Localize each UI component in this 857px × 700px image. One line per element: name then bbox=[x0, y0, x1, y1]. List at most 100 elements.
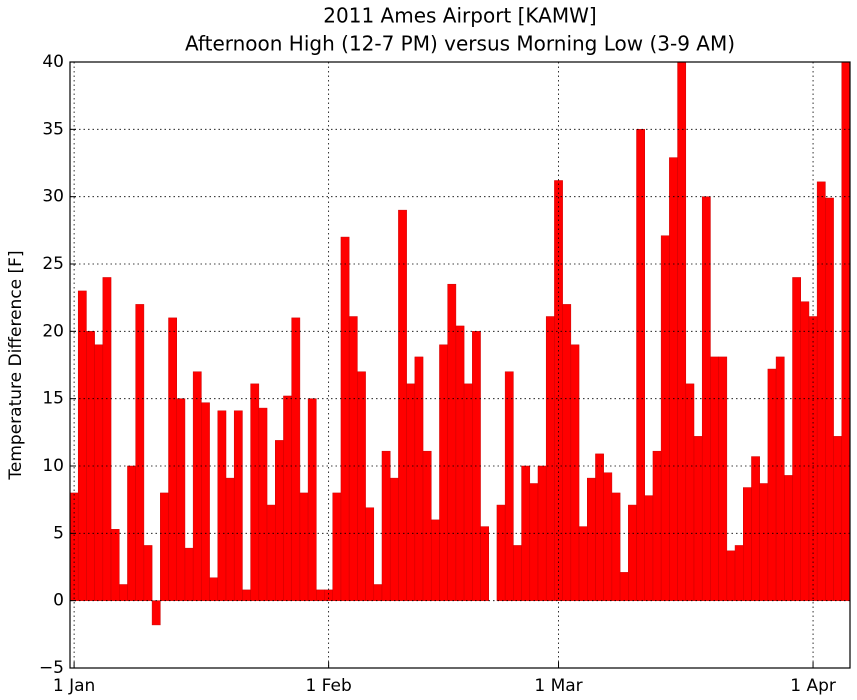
bar bbox=[176, 398, 186, 601]
bar bbox=[743, 487, 752, 601]
bar bbox=[357, 371, 366, 601]
y-tick-label: 40 bbox=[42, 52, 64, 72]
y-tick-label: 10 bbox=[42, 456, 64, 476]
bar bbox=[94, 344, 104, 601]
bar bbox=[784, 475, 793, 601]
bar bbox=[669, 157, 678, 601]
bar bbox=[275, 440, 284, 601]
bar bbox=[759, 483, 769, 601]
bar bbox=[381, 450, 391, 601]
bar bbox=[734, 545, 744, 601]
bar bbox=[422, 450, 432, 601]
bar bbox=[825, 197, 834, 601]
bar bbox=[693, 436, 703, 601]
bar bbox=[233, 410, 243, 601]
bar bbox=[250, 383, 260, 601]
bar bbox=[529, 483, 539, 601]
chart-title: 2011 Ames Airport [KAMW] bbox=[323, 4, 596, 28]
bar bbox=[307, 398, 317, 601]
bar bbox=[431, 519, 440, 601]
bar bbox=[439, 344, 448, 601]
bar bbox=[119, 584, 128, 601]
bar bbox=[414, 356, 424, 601]
y-tick-label: 20 bbox=[42, 321, 64, 341]
y-tick-label: −5 bbox=[39, 658, 64, 678]
bar bbox=[283, 395, 292, 601]
bar bbox=[619, 572, 629, 601]
bar bbox=[110, 529, 120, 601]
bar bbox=[340, 236, 350, 601]
bar bbox=[258, 407, 268, 601]
bar bbox=[644, 495, 654, 601]
x-tick-label: 1 Mar bbox=[534, 676, 582, 696]
bar bbox=[225, 477, 235, 601]
bar bbox=[266, 504, 276, 601]
bar bbox=[775, 356, 785, 601]
bar bbox=[792, 277, 801, 601]
bar bbox=[816, 181, 826, 601]
bar bbox=[398, 209, 407, 601]
y-tick-label: 30 bbox=[42, 187, 64, 207]
bar bbox=[480, 526, 489, 601]
bar bbox=[365, 507, 375, 601]
bar bbox=[389, 477, 399, 601]
bar bbox=[209, 577, 219, 601]
bar bbox=[192, 371, 202, 601]
bar bbox=[168, 317, 177, 601]
y-tick-label: 25 bbox=[42, 254, 64, 274]
bar bbox=[660, 235, 670, 601]
bar bbox=[636, 129, 645, 601]
x-tick-label: 1 Feb bbox=[305, 676, 351, 696]
bar bbox=[160, 492, 169, 601]
bar bbox=[135, 304, 145, 601]
bar bbox=[751, 456, 760, 601]
bar bbox=[316, 589, 325, 601]
bar bbox=[578, 526, 588, 601]
bar bbox=[603, 472, 613, 601]
bar bbox=[496, 504, 506, 601]
chart-subtitle: Afternoon High (12-7 PM) versus Morning … bbox=[185, 32, 735, 56]
bar bbox=[570, 344, 580, 601]
bar bbox=[463, 383, 473, 601]
y-tick-label: 5 bbox=[53, 523, 64, 543]
bar bbox=[611, 492, 621, 601]
bar bbox=[299, 492, 309, 601]
bar bbox=[324, 589, 333, 601]
y-tick-label: 35 bbox=[42, 119, 64, 139]
bar bbox=[77, 290, 87, 601]
bar bbox=[710, 356, 719, 601]
bar bbox=[406, 383, 416, 601]
x-tick-label: 1 Apr bbox=[790, 676, 836, 696]
bar bbox=[332, 492, 342, 601]
bar bbox=[545, 316, 555, 601]
bar bbox=[833, 436, 843, 601]
bar bbox=[184, 547, 194, 601]
bar bbox=[652, 450, 662, 601]
bar bbox=[595, 453, 604, 601]
y-axis-label: Temperature Difference [F] bbox=[6, 250, 26, 480]
bar bbox=[562, 304, 572, 601]
bar bbox=[102, 277, 112, 601]
bar bbox=[242, 589, 251, 601]
bar bbox=[800, 301, 810, 601]
bar bbox=[151, 600, 161, 626]
bar bbox=[628, 504, 637, 601]
bar bbox=[685, 383, 695, 601]
bar bbox=[348, 316, 358, 601]
bar bbox=[143, 545, 153, 601]
bar bbox=[513, 545, 522, 601]
bar bbox=[767, 368, 777, 601]
bar bbox=[217, 410, 227, 601]
bar bbox=[201, 402, 210, 601]
bar bbox=[373, 584, 383, 601]
plot-frame bbox=[69, 61, 851, 669]
bar bbox=[587, 477, 596, 601]
bar bbox=[455, 325, 465, 601]
bar bbox=[726, 550, 736, 601]
bar bbox=[291, 317, 301, 601]
x-tick-label: 1 Jan bbox=[53, 676, 95, 696]
y-tick-label: 15 bbox=[42, 389, 64, 409]
bar bbox=[718, 356, 728, 601]
bar bbox=[504, 371, 514, 601]
